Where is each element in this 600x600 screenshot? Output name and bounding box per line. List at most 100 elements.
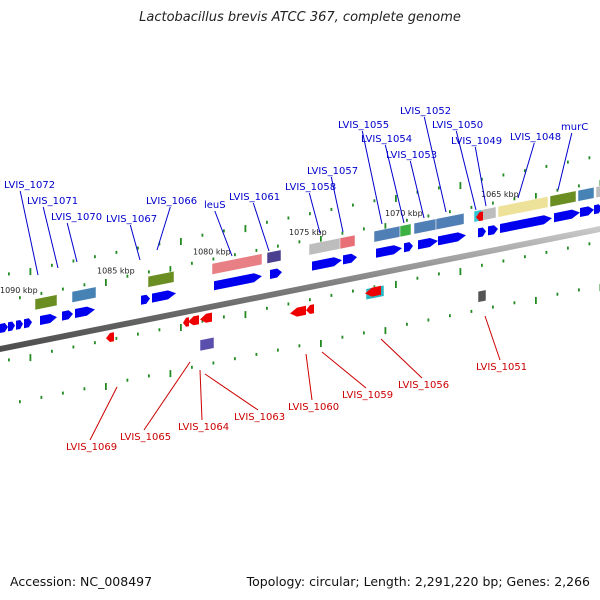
tick-mark	[352, 203, 354, 207]
tick-mark	[72, 259, 75, 263]
tick-mark	[40, 395, 43, 399]
leader-line	[66, 222, 78, 263]
leader-line	[557, 132, 573, 191]
tick-mark	[341, 231, 344, 235]
forward-gene-arrow	[554, 209, 580, 223]
leader-line	[42, 206, 59, 269]
gene-label-reverse: LVIS_1063	[234, 412, 285, 423]
tick-mark	[105, 383, 107, 390]
leader-line	[129, 224, 141, 261]
gene-label-reverse: LVIS_1069	[66, 442, 117, 453]
tick-mark	[535, 193, 537, 200]
gene-label-reverse: LVIS_1060	[288, 402, 339, 413]
tick-mark	[137, 332, 139, 336]
tick-mark	[535, 297, 537, 304]
accession-text: Accession: NC_008497	[10, 574, 153, 589]
tick-mark	[244, 225, 247, 233]
tick-mark	[492, 305, 494, 309]
gene-label-forward: LVIS_1058	[285, 182, 336, 193]
gene-feature-box	[71, 286, 97, 303]
tick-mark	[126, 274, 129, 278]
tick-mark	[481, 263, 483, 267]
tick-mark	[115, 336, 118, 340]
tick-mark	[363, 331, 365, 335]
tick-mark	[449, 314, 451, 318]
tick-mark	[309, 212, 311, 216]
reverse-gene-arrow	[106, 332, 114, 342]
tick-mark	[62, 287, 64, 291]
forward-gene-arrow	[376, 245, 402, 258]
forward-gene-arrow	[312, 257, 342, 271]
leader-line	[423, 116, 447, 213]
scale-label: 1090 kbp	[0, 286, 38, 295]
forward-gene-arrow	[270, 268, 282, 279]
forward-gene-arrow	[152, 290, 176, 303]
tick-mark	[320, 236, 322, 243]
tick-mark	[545, 164, 548, 168]
tick-mark	[201, 233, 204, 237]
gene-label-forward: leuS	[204, 200, 226, 211]
tick-mark	[223, 315, 225, 319]
leader-line	[199, 369, 203, 421]
gene-label-forward: LVIS_1070	[51, 212, 102, 223]
tick-mark	[416, 276, 419, 280]
tick-mark	[438, 272, 440, 276]
tick-mark	[470, 205, 473, 209]
gene-label-reverse: LVIS_1051	[476, 362, 527, 373]
reverse-gene-arrow	[290, 305, 306, 317]
tick-mark	[438, 186, 440, 190]
tick-mark	[502, 259, 505, 263]
tick-mark	[94, 255, 96, 259]
tick-mark	[126, 378, 129, 382]
tick-mark	[201, 319, 204, 323]
tick-mark	[352, 289, 354, 293]
tick-mark	[51, 349, 53, 353]
forward-gene-arrow	[40, 313, 57, 325]
tick-mark	[277, 244, 279, 248]
leader-line	[380, 338, 423, 379]
gene-label-forward: LVIS_1053	[386, 150, 437, 161]
tick-mark	[513, 197, 516, 201]
genome-backbone	[0, 226, 600, 352]
leader-line	[517, 142, 535, 199]
tick-mark	[363, 227, 365, 231]
tick-mark	[191, 261, 193, 265]
scale-label: 1070 kbp	[385, 209, 423, 218]
scale-label: 1065 kbp	[481, 190, 519, 199]
gene-feature-box	[34, 294, 58, 311]
gene-feature-box	[266, 249, 282, 264]
tick-mark	[266, 306, 268, 310]
tick-mark	[459, 268, 462, 276]
tick-mark	[298, 344, 301, 348]
scale-label: 1075 kbp	[289, 228, 327, 237]
tick-mark	[524, 255, 526, 259]
tick-mark	[255, 352, 258, 356]
tick-mark	[492, 201, 494, 205]
tick-mark	[234, 357, 236, 361]
tick-mark	[502, 173, 505, 177]
tick-mark	[40, 291, 43, 295]
gene-feature-box	[477, 289, 487, 303]
gene-feature-box	[497, 196, 549, 218]
tick-mark	[148, 374, 150, 378]
gene-label-forward: LVIS_1072	[4, 180, 55, 191]
tick-mark	[384, 327, 387, 335]
tick-mark	[223, 229, 225, 233]
forward-gene-arrow	[62, 310, 73, 321]
leader-line	[361, 130, 383, 225]
reverse-gene-arrow	[200, 312, 212, 323]
tick-mark	[309, 298, 311, 302]
leader-line	[409, 160, 425, 219]
gene-label-forward: LVIS_1050	[432, 120, 483, 131]
tick-mark	[212, 361, 215, 365]
tick-mark	[588, 156, 591, 160]
forward-gene-arrow	[343, 253, 357, 265]
forward-gene-arrow	[8, 321, 15, 332]
gene-label-forward: LVIS_1054	[361, 134, 412, 145]
tick-mark	[148, 270, 150, 274]
tick-mark	[395, 195, 397, 202]
leader-line	[305, 353, 313, 401]
tick-mark	[298, 240, 301, 244]
tick-mark	[62, 391, 64, 395]
